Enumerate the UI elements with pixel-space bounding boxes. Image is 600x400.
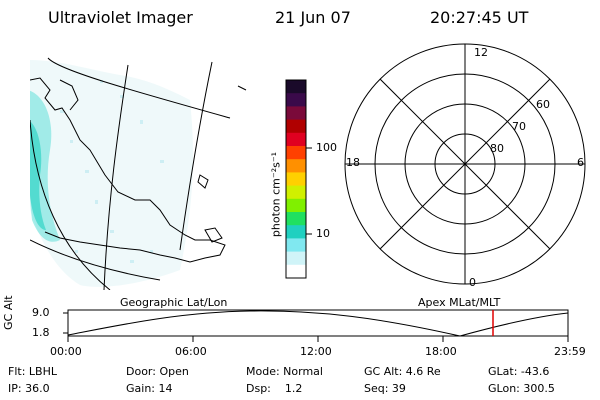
seq-status: Seq: 39 [364,382,406,395]
observation-time: 20:27:45 UT [430,8,529,27]
colorbar-frame [285,79,307,279]
mlt-label-0: 0 [469,276,476,289]
timeline-ylabel: GC Alt [2,295,15,330]
mlat-label-60: 60 [536,98,550,111]
polar-panel-label: Apex MLat/MLT [418,296,501,309]
colorbar-segment [286,238,306,253]
colorbar-segment [286,172,306,187]
colorbar-label-10: 10 [316,227,330,240]
colorbar [286,80,306,279]
colorbar-segment [286,119,306,134]
timeline-xtick: 23:59 [554,345,586,358]
timeline-ytick-top: 9.0 [32,306,50,319]
dsp-status: Dsp: 1.2 [246,382,303,395]
mode-status: Mode: Normal [246,365,323,378]
colorbar-segment [286,225,306,239]
colorbar-segment [286,146,306,160]
colorbar-segment [286,251,306,266]
colorbar-segment [286,185,306,200]
colorbar-segment [286,80,306,94]
gain-status: Gain: 14 [126,382,173,395]
timeline-xtick: 06:00 [175,345,207,358]
instrument-title: Ultraviolet Imager [48,8,193,27]
colorbar-label-100: 100 [316,141,337,154]
glon-status: GLon: 300.5 [488,382,555,395]
timeline-xtick: 12:00 [300,345,332,358]
colorbar-segment [286,106,306,121]
mlt-label-12: 12 [474,46,488,59]
colorbar-unit-label: photon cm⁻²s⁻¹ [269,151,283,238]
filter-status: Flt: LBHL [8,365,57,378]
colorbar-segment [286,212,306,226]
timeline-ytick-bottom: 1.8 [32,326,50,339]
ip-status: IP: 36.0 [8,382,50,395]
colorbar-segment [286,198,306,213]
mlt-label-6: 6 [577,156,584,169]
mlat-label-80: 80 [490,142,504,155]
timeline-xtick: 00:00 [50,345,82,358]
colorbar-segment [286,159,306,173]
mlat-label-70: 70 [512,120,526,133]
polar-plot [344,43,586,285]
map-panel-label: Geographic Lat/Lon [120,296,228,309]
geographic-map [30,57,247,290]
observation-date: 21 Jun 07 [275,8,351,27]
colorbar-segment [286,264,306,279]
timeline-plot [63,309,569,342]
timeline-xtick: 18:00 [425,345,457,358]
door-status: Door: Open [126,365,189,378]
mlt-label-18: 18 [346,156,360,169]
colorbar-segment [286,132,306,147]
colorbar-segment [286,93,306,107]
gcalt-status: GC Alt: 4.6 Re [364,365,441,378]
glat-status: GLat: -43.6 [488,365,550,378]
